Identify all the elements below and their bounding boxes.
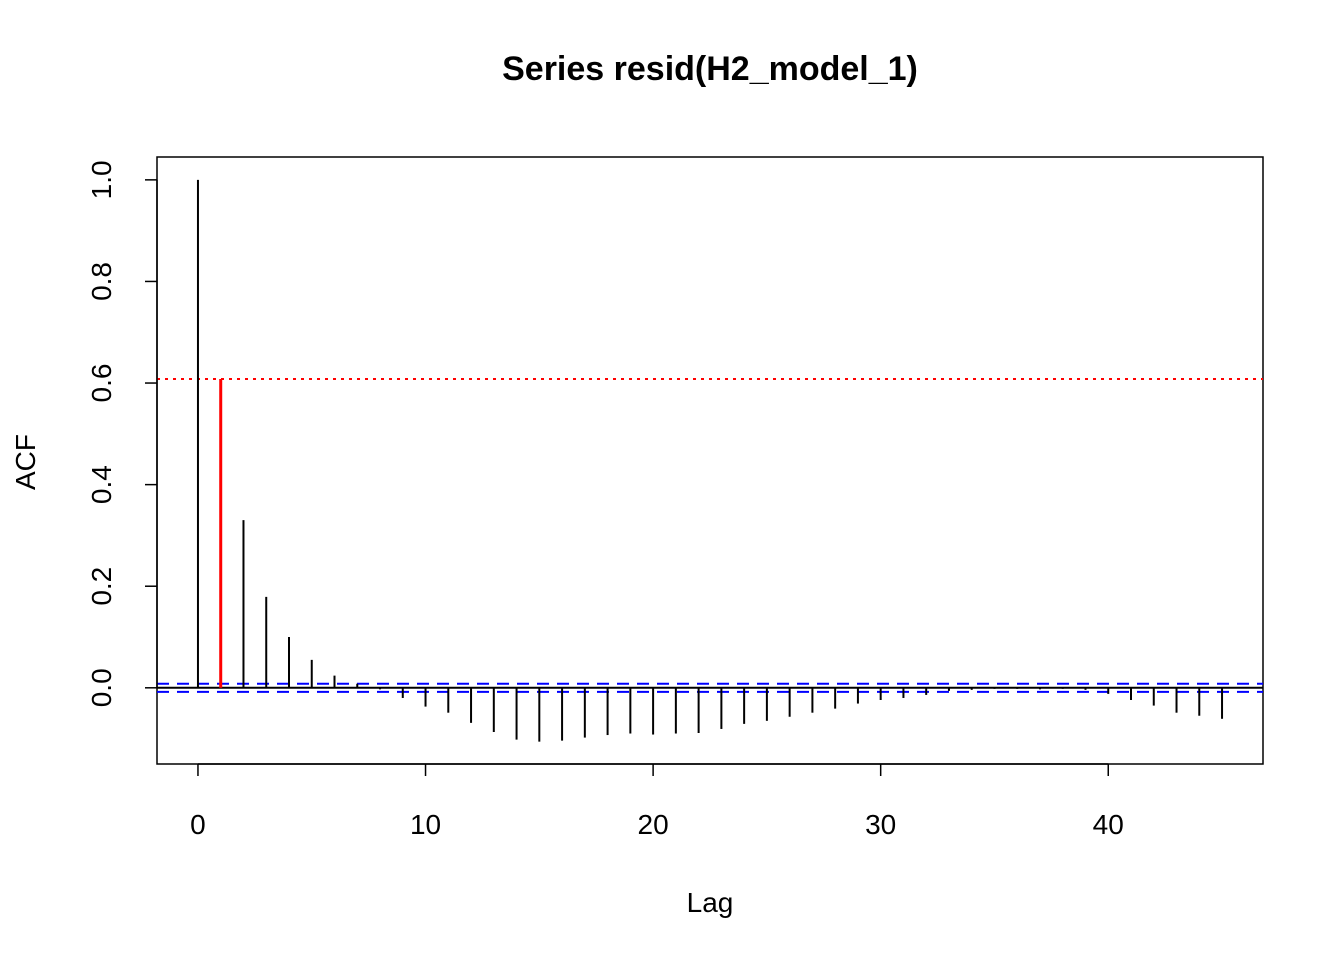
y-tick-label: 0.8 bbox=[86, 262, 117, 301]
plot-frame bbox=[156, 156, 1264, 765]
y-tick-label: 1.0 bbox=[86, 160, 117, 199]
x-axis-label: Lag bbox=[687, 887, 734, 918]
x-tick-label: 40 bbox=[1093, 809, 1124, 840]
y-tick-label: 0.0 bbox=[86, 668, 117, 707]
y-axis-label: ACF bbox=[10, 434, 41, 490]
chart-title: Series resid(H2_model_1) bbox=[502, 50, 918, 88]
y-tick-label: 0.4 bbox=[86, 465, 117, 504]
y-tick-label: 0.6 bbox=[86, 364, 117, 403]
x-tick-label: 30 bbox=[865, 809, 896, 840]
y-tick-label: 0.2 bbox=[86, 567, 117, 606]
x-tick-label: 10 bbox=[410, 809, 441, 840]
x-tick-label: 0 bbox=[190, 809, 206, 840]
x-tick-label: 20 bbox=[638, 809, 669, 840]
